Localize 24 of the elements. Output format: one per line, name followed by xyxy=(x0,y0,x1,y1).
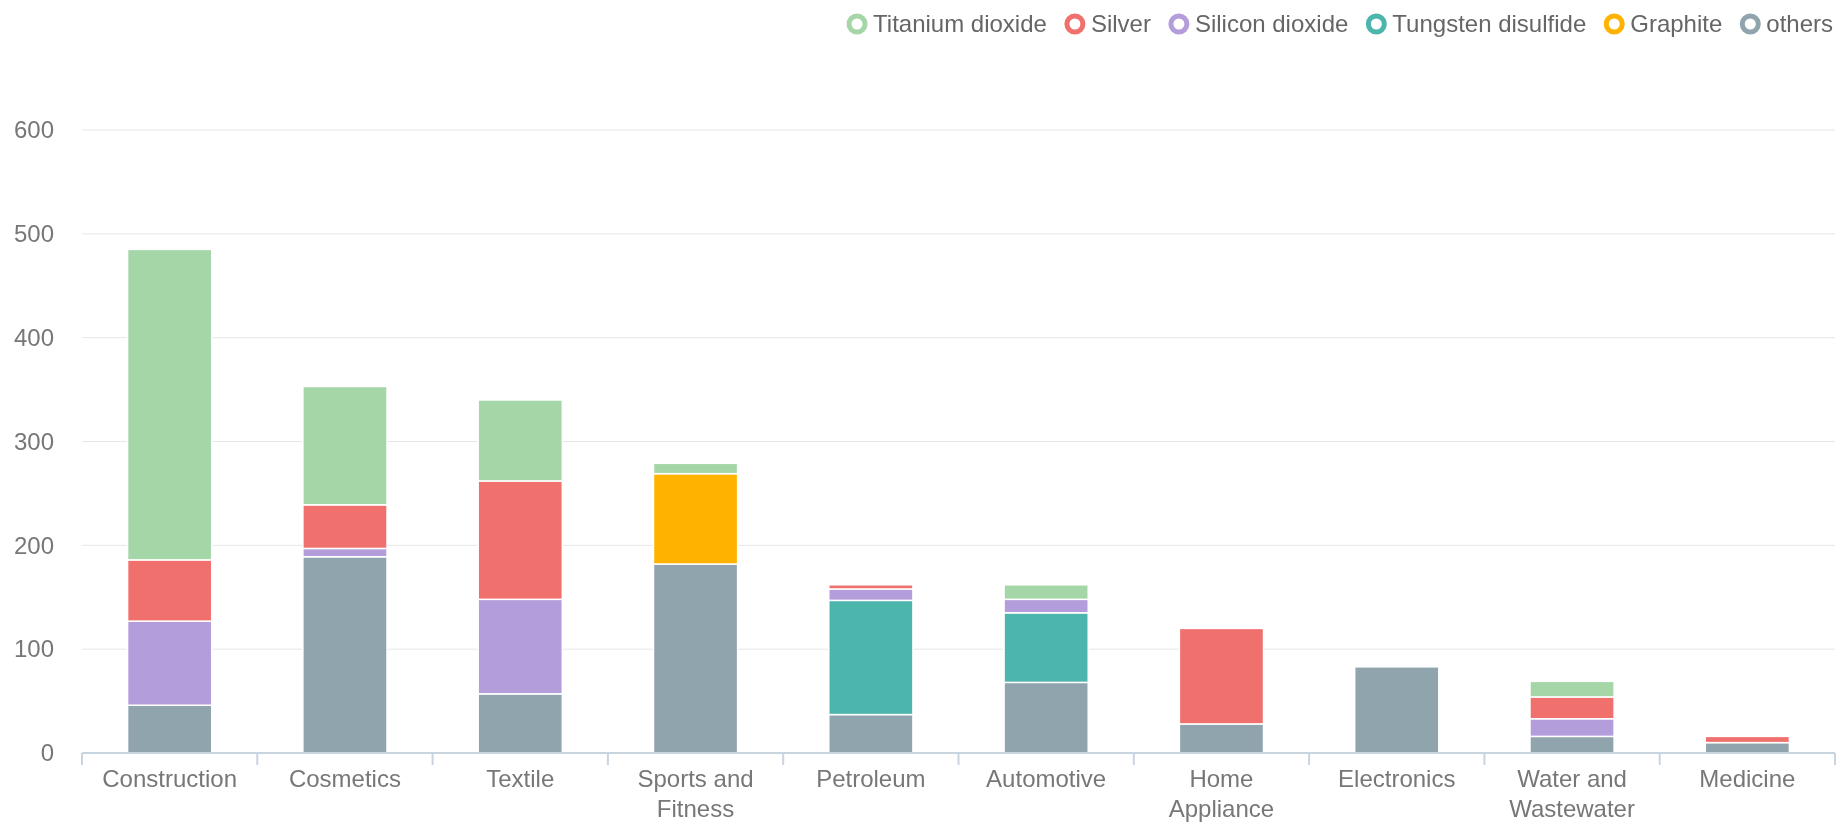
legend-label: Titanium dioxide xyxy=(873,10,1047,37)
legend-label: Silicon dioxide xyxy=(1194,10,1349,37)
x-tick-label: Home Appliance xyxy=(1168,765,1275,822)
y-tick-label: 0 xyxy=(40,739,54,767)
bar xyxy=(1353,666,1440,754)
x-tick-label: Electronics xyxy=(1338,765,1456,792)
y-tick-label: 200 xyxy=(13,531,54,559)
x-tick-label: Construction xyxy=(102,765,238,792)
x-tick-label: Water and Wastewater xyxy=(1509,765,1635,822)
x-tick-label: Cosmetics xyxy=(288,765,401,792)
x-tick-label: Textile xyxy=(486,765,555,792)
x-tick-label: Petroleum xyxy=(816,765,926,792)
x-tick-label: Medicine xyxy=(1699,765,1796,792)
x-tick-label: Sports and Fitness xyxy=(637,765,754,822)
legend-label: Tungsten disulfide xyxy=(1392,10,1587,37)
y-tick-label: 300 xyxy=(13,427,54,455)
legend-label: Silver xyxy=(1090,10,1151,37)
legend-label: others xyxy=(1766,10,1833,37)
y-tick-label: 600 xyxy=(13,116,54,144)
legend-label: Graphite xyxy=(1630,10,1723,37)
y-tick-label: 400 xyxy=(13,323,54,351)
y-tick-label: 100 xyxy=(13,635,54,663)
y-tick-label: 500 xyxy=(13,220,54,248)
x-tick-label: Automotive xyxy=(986,765,1107,792)
